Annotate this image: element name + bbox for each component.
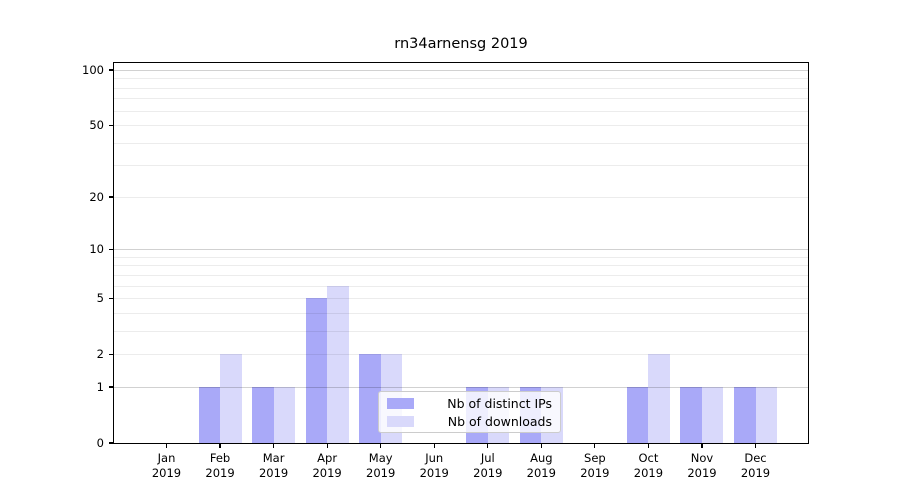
- gridline-minor: [114, 98, 808, 100]
- x-tick-mark: [754, 443, 757, 448]
- x-tick-label: Jul 2019: [473, 451, 503, 480]
- x-tick-label: Apr 2019: [312, 451, 342, 480]
- x-tick-mark: [701, 443, 703, 448]
- gridline-minor: [114, 87, 808, 89]
- x-tick-mark: [647, 443, 649, 448]
- x-tick-mark: [594, 443, 596, 448]
- y-tick-label: 1: [96, 379, 104, 394]
- y-tick-mark: [109, 124, 114, 126]
- bar-distinct-ips: [252, 386, 274, 443]
- chart-title: rn34arnensg 2019: [394, 36, 528, 52]
- x-tick-label: Feb 2019: [205, 451, 235, 480]
- bar-downloads: [220, 354, 242, 443]
- gridline-minor: [114, 298, 808, 300]
- bar-downloads: [327, 285, 349, 443]
- gridline-minor: [114, 285, 808, 287]
- gridline-minor: [114, 354, 808, 356]
- y-tick-label: 2: [96, 347, 104, 362]
- y-tick-label: 0: [96, 436, 104, 450]
- x-tick-mark: [487, 443, 489, 448]
- y-tick-mark: [109, 297, 114, 299]
- x-tick-label: Jun 2019: [419, 451, 449, 480]
- legend-swatch-downloads-icon: [387, 415, 414, 427]
- legend-swatch-distinct-ips-icon: [387, 397, 414, 409]
- gridline-minor: [114, 110, 808, 112]
- bar-downloads: [648, 354, 670, 443]
- gridline-minor: [114, 165, 808, 167]
- gridline-major: [114, 386, 808, 388]
- legend-label-distinct-ips: Nb of distinct IPs: [447, 395, 552, 411]
- gridline-minor: [114, 78, 808, 80]
- y-tick-label: 20: [89, 189, 104, 204]
- plot-area: Nb of distinct IPs Nb of downloads: [113, 62, 809, 444]
- x-tick-mark: [380, 443, 382, 448]
- bar-downloads: [273, 386, 296, 443]
- gridline-minor: [114, 196, 808, 198]
- y-tick-label: 5: [96, 291, 104, 306]
- y-tick-mark: [109, 353, 114, 355]
- y-tick-mark: [109, 386, 114, 388]
- gridline-minor: [114, 330, 808, 332]
- y-tick-mark: [109, 196, 114, 198]
- x-tick-mark: [272, 443, 275, 448]
- y-tick-label: 50: [89, 118, 104, 133]
- gridline-minor: [114, 312, 808, 314]
- gridline-minor: [114, 142, 808, 144]
- bar-downloads: [701, 386, 724, 443]
- bar-distinct-ips: [626, 386, 649, 443]
- y-tick-mark: [109, 442, 114, 444]
- legend-label-downloads: Nb of downloads: [447, 413, 552, 429]
- gridline-major: [114, 249, 808, 251]
- x-tick-mark: [540, 443, 542, 448]
- gridline-minor: [114, 125, 808, 127]
- gridline-minor: [114, 274, 808, 276]
- legend-item-distinct-ips: Nb of distinct IPs: [387, 396, 552, 411]
- gridline-major: [114, 70, 808, 71]
- x-tick-label: Oct 2019: [633, 451, 664, 480]
- y-tick-mark: [109, 69, 114, 71]
- x-tick-label: Dec 2019: [740, 451, 771, 480]
- bar-distinct-ips: [680, 386, 702, 443]
- gridline-minor: [114, 265, 808, 267]
- legend: Nb of distinct IPs Nb of downloads: [378, 391, 561, 433]
- bar-distinct-ips: [734, 386, 756, 443]
- bar-distinct-ips: [198, 386, 221, 443]
- x-tick-label: Jan 2019: [151, 451, 182, 480]
- bar-distinct-ips: [359, 354, 381, 443]
- x-tick-label: May 2019: [366, 451, 396, 480]
- x-tick-mark: [219, 443, 221, 448]
- legend-item-downloads: Nb of downloads: [387, 414, 552, 429]
- x-tick-mark: [165, 443, 168, 448]
- x-tick-mark: [326, 443, 328, 448]
- y-tick-label: 100: [82, 63, 104, 77]
- y-tick-mark: [109, 248, 114, 250]
- x-tick-label: Aug 2019: [526, 451, 556, 480]
- bar-distinct-ips: [305, 298, 328, 443]
- y-tick-label: 10: [89, 242, 104, 257]
- bar-downloads: [755, 386, 777, 443]
- x-tick-label: Sep 2019: [580, 451, 610, 480]
- x-tick-label: Mar 2019: [258, 451, 289, 480]
- x-tick-label: Nov 2019: [687, 451, 717, 480]
- gridline-minor: [114, 256, 808, 258]
- x-tick-mark: [433, 443, 435, 448]
